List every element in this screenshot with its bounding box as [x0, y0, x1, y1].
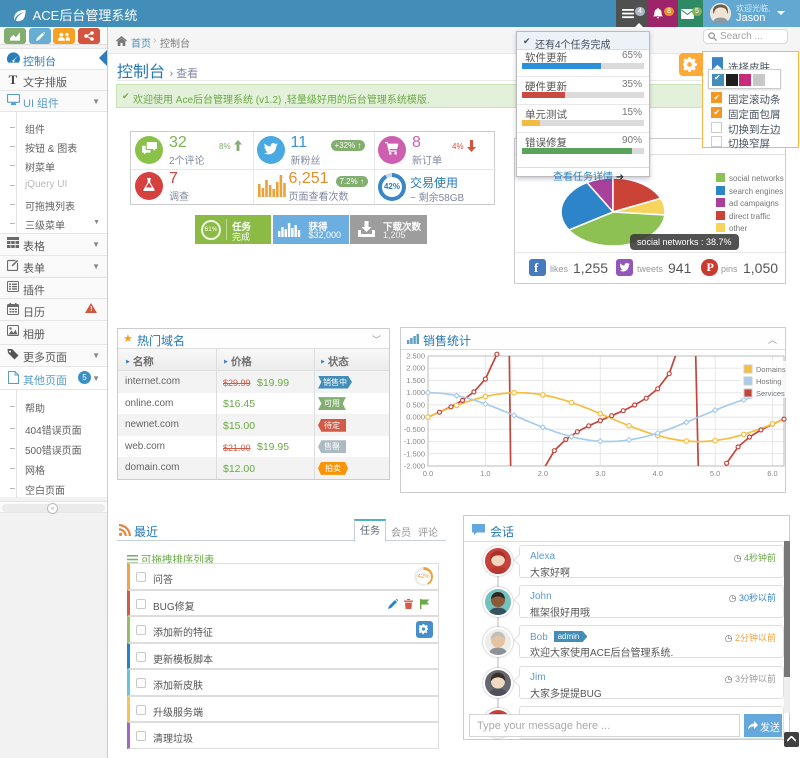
svg-text:-2.000: -2.000 [404, 462, 425, 471]
svg-text:Domains: Domains [756, 365, 786, 374]
svg-text:2.0: 2.0 [538, 469, 548, 478]
svg-text:0.500: 0.500 [406, 400, 425, 409]
svg-text:-0.500: -0.500 [404, 425, 425, 434]
svg-text:Hosting: Hosting [756, 377, 781, 386]
svg-text:1.500: 1.500 [406, 376, 425, 385]
svg-text:6.0: 6.0 [767, 469, 777, 478]
svg-text:5.0: 5.0 [710, 469, 720, 478]
svg-text:2.000: 2.000 [406, 364, 425, 373]
svg-text:-1.500: -1.500 [404, 449, 425, 458]
svg-text:4.0: 4.0 [652, 469, 662, 478]
svg-text:0.0: 0.0 [423, 469, 433, 478]
svg-text:-1.000: -1.000 [404, 437, 425, 446]
svg-text:0.000: 0.000 [406, 413, 425, 422]
svg-text:1.0: 1.0 [480, 469, 490, 478]
svg-text:1.000: 1.000 [406, 388, 425, 397]
svg-text:3.0: 3.0 [595, 469, 605, 478]
svg-text:Services: Services [756, 389, 785, 398]
svg-text:2.500: 2.500 [406, 352, 425, 361]
